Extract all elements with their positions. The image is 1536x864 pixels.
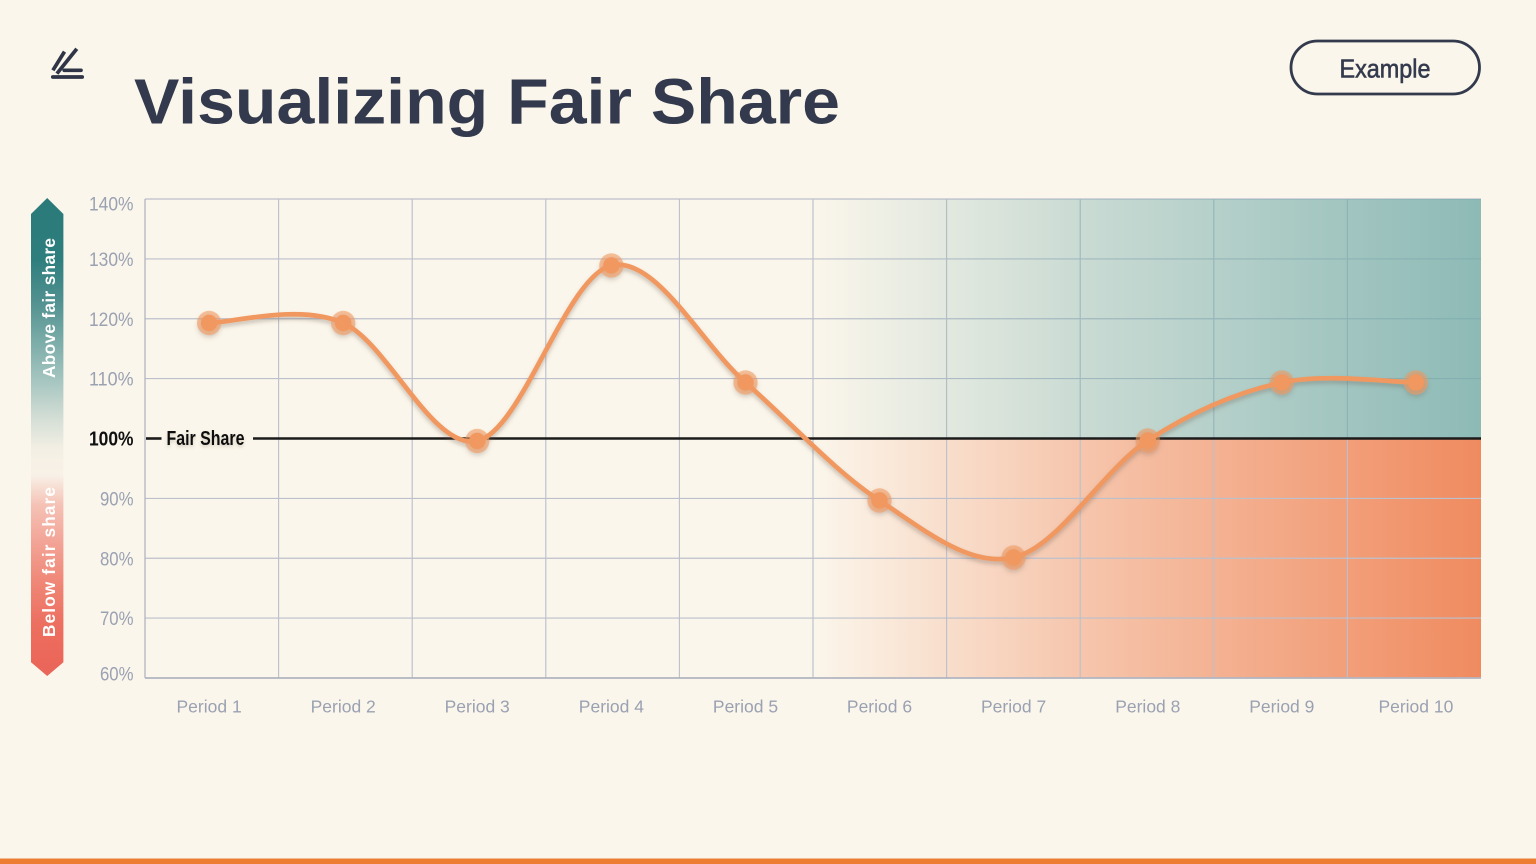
svg-text:Period 4: Period 4 xyxy=(579,697,644,717)
svg-text:140%: 140% xyxy=(89,195,134,216)
svg-text:60%: 60% xyxy=(100,665,134,686)
svg-text:Period 8: Period 8 xyxy=(1115,697,1180,717)
svg-text:Visualizing Fair Share: Visualizing Fair Share xyxy=(134,66,840,138)
svg-text:Fair Share: Fair Share xyxy=(167,427,245,450)
svg-text:Example: Example xyxy=(1340,54,1431,84)
svg-text:110%: 110% xyxy=(89,370,134,391)
svg-text:Period 10: Period 10 xyxy=(1378,697,1453,717)
svg-text:100%: 100% xyxy=(89,428,134,451)
svg-text:Period 1: Period 1 xyxy=(177,697,242,717)
svg-text:Period 9: Period 9 xyxy=(1249,697,1314,717)
svg-text:90%: 90% xyxy=(100,489,134,510)
svg-text:Period 3: Period 3 xyxy=(445,697,510,717)
svg-text:Above fair share: Above fair share xyxy=(39,238,59,378)
svg-text:120%: 120% xyxy=(89,310,134,331)
svg-text:130%: 130% xyxy=(89,250,134,271)
svg-text:Period 6: Period 6 xyxy=(847,697,912,717)
svg-text:Period 5: Period 5 xyxy=(713,697,778,717)
svg-text:Period 7: Period 7 xyxy=(981,697,1046,717)
svg-text:70%: 70% xyxy=(100,609,134,630)
svg-text:80%: 80% xyxy=(100,549,134,570)
svg-text:Period 2: Period 2 xyxy=(311,697,376,717)
svg-text:Below fair share: Below fair share xyxy=(39,487,59,637)
